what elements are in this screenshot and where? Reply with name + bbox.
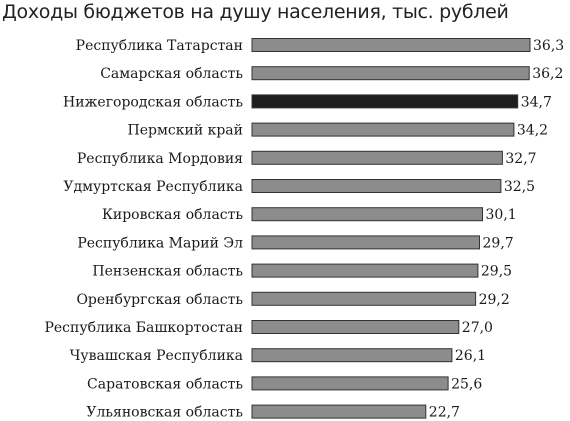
bar <box>251 179 502 193</box>
bar <box>251 404 427 419</box>
value-label: 29,5 <box>481 264 512 280</box>
value-label: 36,3 <box>533 38 564 54</box>
bar <box>251 122 515 137</box>
bar <box>251 207 483 222</box>
value-label: 27,0 <box>462 320 493 336</box>
category-label: Нижегородская область <box>63 94 243 110</box>
bar <box>251 263 479 278</box>
value-label: 32,5 <box>504 179 535 195</box>
bar <box>251 66 530 81</box>
value-label: 30,1 <box>486 207 517 223</box>
value-label: 34,7 <box>521 94 552 110</box>
bar-highlighted <box>251 94 519 109</box>
bar <box>251 38 531 52</box>
value-label: 26,1 <box>455 348 486 364</box>
category-label: Удмуртская Республика <box>63 179 243 195</box>
category-label: Самарская область <box>100 66 243 82</box>
bar <box>251 348 453 363</box>
category-label: Саратовская область <box>87 376 243 392</box>
category-label: Республика Мордовия <box>77 151 243 167</box>
value-label: 25,6 <box>451 376 482 392</box>
chart-title: Доходы бюджетов на душу населения, тыс. … <box>2 1 509 23</box>
bar <box>251 320 460 334</box>
category-label: Кировская область <box>102 207 243 223</box>
category-label: Республика Татарстан <box>76 38 243 54</box>
value-label: 34,2 <box>517 123 548 139</box>
bar <box>251 235 480 250</box>
value-label: 32,7 <box>505 151 536 167</box>
value-label: 22,7 <box>429 405 460 421</box>
category-label: Ульяновская область <box>86 405 243 421</box>
value-label: 29,7 <box>483 235 514 251</box>
category-label: Республика Башкортостан <box>44 320 243 336</box>
category-label: Оренбургская область <box>76 292 243 308</box>
category-label: Чувашская Республика <box>70 348 243 364</box>
bar <box>251 376 449 391</box>
bar <box>251 150 503 165</box>
value-label: 29,2 <box>479 292 510 308</box>
value-label: 36,2 <box>532 66 563 82</box>
category-label: Пермский край <box>128 123 243 139</box>
category-label: Пензенская область <box>92 264 243 280</box>
category-label: Республика Марий Эл <box>77 235 243 251</box>
bar <box>251 291 477 306</box>
